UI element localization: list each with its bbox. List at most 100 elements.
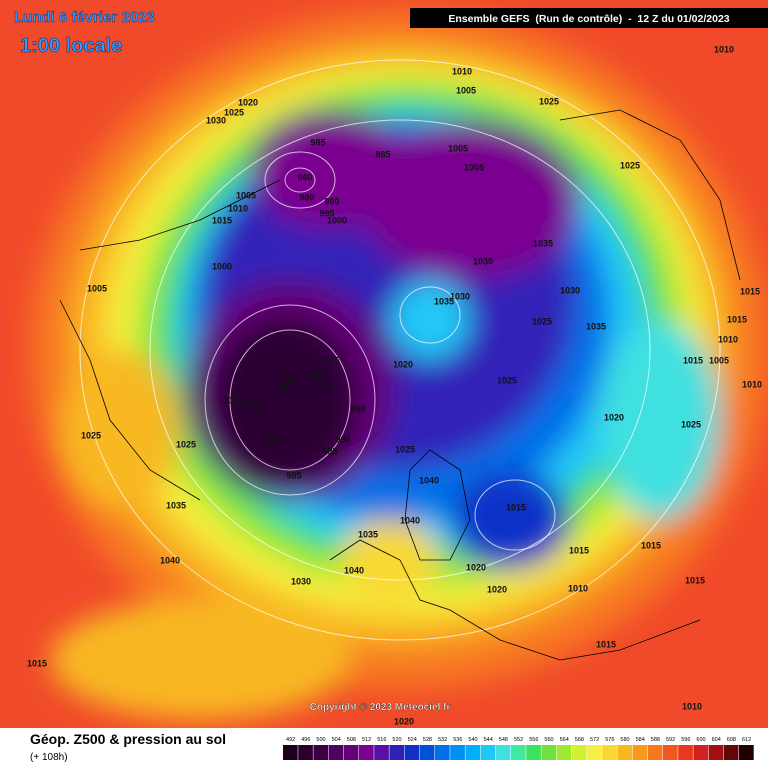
color-swatch (602, 745, 617, 760)
isobar-label: 1005 (236, 190, 256, 200)
isobar-label: 1010 (452, 66, 472, 76)
isobar-label: 980 (281, 373, 296, 383)
colorbar-label: 568 (575, 737, 584, 743)
isobar-label: 1005 (448, 143, 468, 153)
colorbar-label: 516 (377, 737, 386, 743)
color-swatch (571, 745, 587, 760)
isobar-label: 1025 (81, 430, 101, 440)
color-swatch (298, 745, 313, 760)
isobar-label: 1010 (718, 334, 738, 344)
colorbar-label: 580 (620, 737, 629, 743)
color-swatch (435, 745, 450, 760)
colorbar-label: 500 (316, 737, 325, 743)
isobar-label: 1030 (291, 576, 311, 586)
copyright: Copyright © 2023 Meteociel.fr (310, 702, 451, 713)
footer-subtitle: (+ 108h) (30, 752, 68, 763)
colorbar-label: 560 (544, 737, 553, 743)
isobar-label: 1035 (434, 296, 454, 306)
isobar-label: 1040 (400, 515, 420, 525)
isobar-label: 1015 (596, 639, 616, 649)
color-swatch (587, 745, 602, 760)
isobar-label: 975 (324, 355, 339, 365)
colorbar-label: 508 (347, 737, 356, 743)
isobar-label: 985 (375, 149, 390, 159)
isobar-label: 985 (322, 446, 337, 456)
colorbar-label: 544 (484, 737, 493, 743)
isobar-label: 1025 (681, 419, 701, 429)
color-swatch (647, 745, 663, 760)
color-swatch (404, 745, 420, 760)
color-swatch (389, 745, 405, 760)
coastlines (59, 109, 741, 661)
isobar-label: 1030 (450, 291, 470, 301)
color-swatch (617, 745, 633, 760)
colorbar-label: 604 (712, 737, 721, 743)
color-swatch (480, 745, 496, 760)
colorbar-label: 588 (651, 737, 660, 743)
isobar-label: 980 (266, 435, 281, 445)
isobar-label: 1020 (487, 584, 507, 594)
run-box (410, 8, 768, 28)
color-swatch (495, 745, 511, 760)
isobar-label: 990 (350, 404, 365, 414)
valid-date: Lundi 6 février 2023 (14, 9, 155, 26)
isobar-label: 1025 (395, 444, 415, 454)
colorbar-label: 492 (286, 737, 295, 743)
color-swatch (693, 745, 709, 760)
isobar-label: 1040 (160, 555, 180, 565)
isobar-label: 970 (315, 379, 330, 389)
isobar-label: 1020 (393, 359, 413, 369)
color-swatch (556, 745, 572, 760)
isobar-label: 1030 (473, 256, 493, 266)
isobar-label: 990 (324, 196, 339, 206)
isobar-label: 1015 (727, 314, 747, 324)
colorbar-label: 576 (605, 737, 614, 743)
isobar-label: 1010 (714, 44, 734, 54)
isobar-label: 1040 (344, 565, 364, 575)
isobar-label: 1015 (740, 286, 760, 296)
colorbar-label: 528 (423, 737, 432, 743)
color-swatch (450, 745, 465, 760)
isobar-label: 1005 (709, 355, 729, 365)
isobar-label: 1025 (224, 107, 244, 117)
isobar-label: 1025 (497, 375, 517, 385)
isobar-label: 1035 (358, 529, 378, 539)
isobar-label: 1015 (212, 215, 232, 225)
colorbar-label: 552 (514, 737, 523, 743)
color-swatch (465, 745, 481, 760)
color-swatch (313, 745, 329, 760)
isobar-label: 965 (310, 370, 325, 380)
isobar-label: 1005 (243, 399, 263, 409)
colorbar-label: 584 (636, 737, 645, 743)
run-info: Ensemble GEFS (Run de contrôle) - 12 Z d… (448, 13, 729, 25)
isobar-label: 1035 (586, 321, 606, 331)
local-time: 1:00 locale (20, 35, 122, 57)
isobar-label: 1010 (228, 203, 248, 213)
colorbar-label: 524 (408, 737, 417, 743)
isobar-label: 1035 (166, 500, 186, 510)
isobar-label: 1015 (685, 575, 705, 585)
color-swatch (419, 745, 435, 760)
color-swatch (708, 745, 724, 760)
isobar-lines (79, 59, 721, 641)
isobar-label: 1015 (683, 355, 703, 365)
isobar-label: 1025 (532, 316, 552, 326)
isobar-label: 1030 (560, 285, 580, 295)
isobar-label: 990 (335, 434, 350, 444)
isobar-label: 995 (319, 208, 334, 218)
colorbar-label: 512 (362, 737, 371, 743)
isobar-label: 1010 (223, 395, 243, 405)
colorbar-label: 536 (453, 737, 462, 743)
isobar-label: 1005 (87, 283, 107, 293)
color-swatch (374, 745, 389, 760)
map: 1010101010051025102010251030985985100510… (0, 0, 768, 728)
color-swatch (663, 745, 678, 760)
colorbar-label: 592 (666, 737, 675, 743)
color-swatch (723, 745, 739, 760)
colorbar-label: 600 (696, 737, 705, 743)
isobar-label: 1020 (604, 412, 624, 422)
isobar-label: 1005 (456, 85, 476, 95)
isobar-label: 1020 (466, 562, 486, 572)
isobar-label: 985 (286, 470, 301, 480)
